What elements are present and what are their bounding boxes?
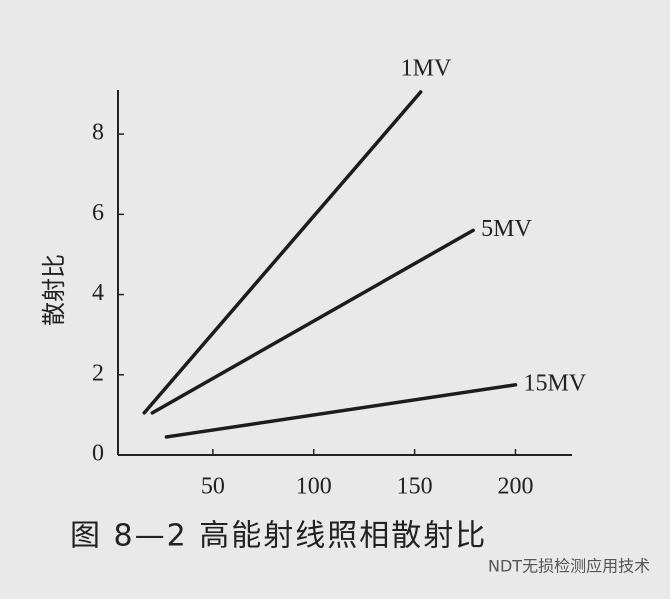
- x-tick-label: 100: [296, 474, 332, 500]
- y-tick-label: 4: [92, 280, 104, 306]
- watermark: NDT无损检测应用技术: [488, 557, 650, 576]
- y-axis-label: 散射比: [40, 254, 68, 326]
- series-label: 1MV: [401, 56, 452, 82]
- series-label: 5MV: [481, 216, 532, 242]
- series-line: [164, 383, 518, 439]
- x-tick-label: 50: [201, 474, 225, 500]
- series-label: 15MV: [524, 370, 587, 396]
- y-tick-label: 0: [92, 441, 104, 467]
- y-tick-label: 2: [92, 360, 104, 386]
- series-line: [142, 90, 423, 415]
- y-tick-label: 8: [92, 120, 104, 146]
- y-tick-label: 6: [92, 200, 104, 226]
- series-line: [150, 228, 475, 415]
- x-tick-label: 200: [498, 474, 534, 500]
- x-tick-label: 150: [397, 474, 433, 500]
- chart-title: 图 8—2 高能射线照相散射比: [70, 519, 487, 554]
